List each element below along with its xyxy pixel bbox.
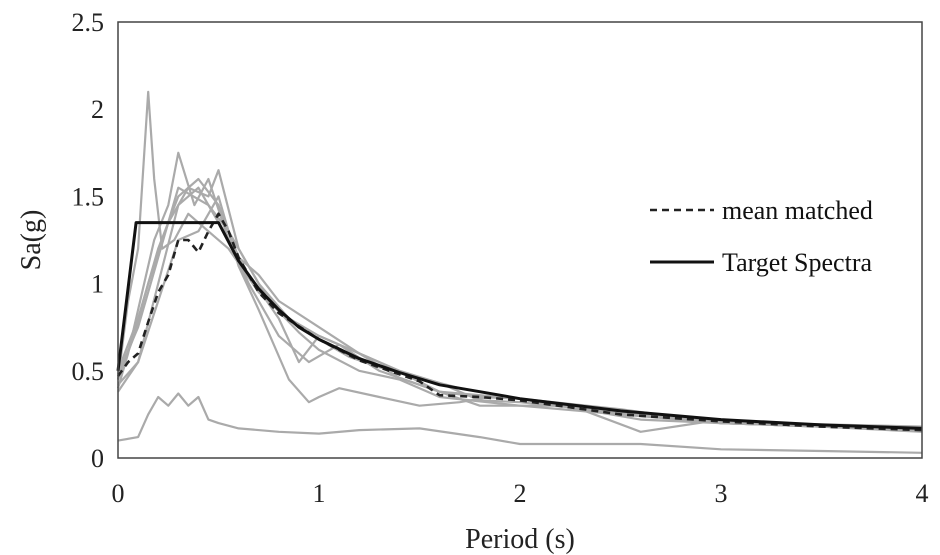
- x-tick-label: 1: [313, 479, 326, 508]
- record-spectrum-line: [117, 195, 923, 433]
- record-spectrum-line: [117, 392, 923, 454]
- y-tick-label: 0: [91, 444, 104, 473]
- y-tick-label: 1: [91, 270, 104, 299]
- y-tick-label: 2.5: [72, 8, 105, 37]
- target-spectra-line: [116, 221, 923, 430]
- y-tick-label: 0.5: [72, 357, 105, 386]
- legend-label-target-spectra: Target Spectra: [722, 248, 872, 277]
- y-axis-title: Sa(g): [16, 210, 47, 271]
- legend-label-mean-matched: mean matched: [722, 196, 873, 225]
- x-tick-label: 3: [715, 479, 728, 508]
- y-tick-label: 1.5: [72, 182, 105, 211]
- record-spectrum-line: [116, 151, 923, 428]
- x-axis-ticks: 0 1 2 3 4: [112, 479, 929, 508]
- x-tick-label: 2: [514, 479, 527, 508]
- legend: mean matched Target Spectra: [650, 196, 873, 277]
- x-tick-label: 4: [916, 479, 929, 508]
- series-layer: [116, 90, 923, 454]
- x-tick-label: 0: [112, 479, 125, 508]
- x-axis-title: Period (s): [465, 524, 575, 555]
- record-spectrum-line: [117, 186, 923, 432]
- record-spectrum-line: [116, 177, 923, 433]
- y-tick-label: 2: [91, 95, 104, 124]
- y-axis-ticks: 0 0.5 1 1.5 2 2.5: [72, 8, 105, 473]
- plot-area-frame: [117, 21, 923, 459]
